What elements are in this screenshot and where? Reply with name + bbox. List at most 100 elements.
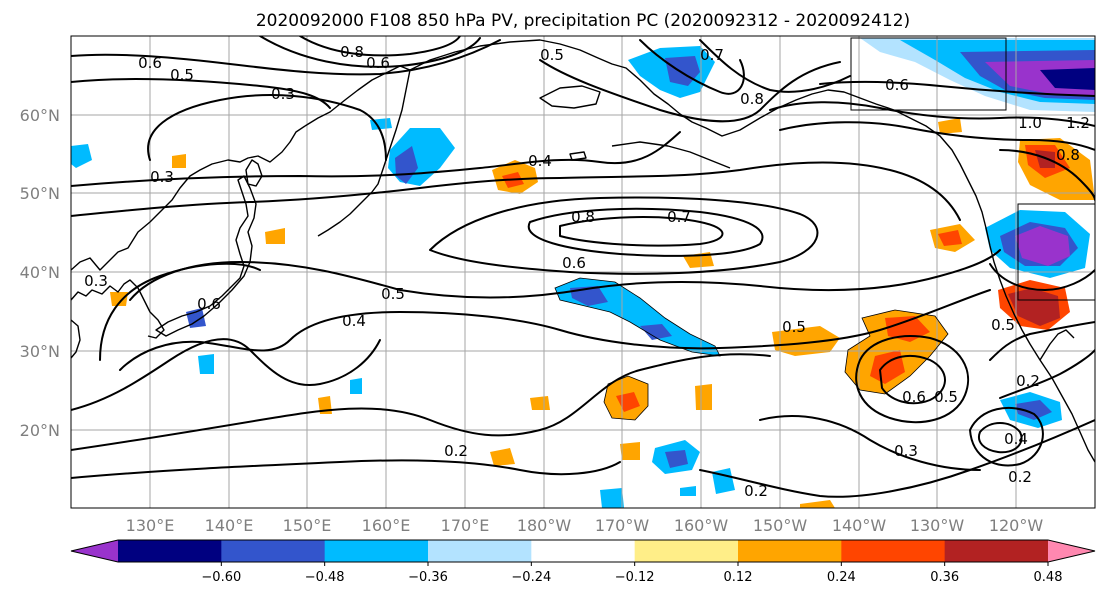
- thin-east: [844, 309, 949, 395]
- shade-orange-2: [772, 326, 840, 356]
- lon-label: 130°W: [910, 516, 965, 535]
- contour-m: [819, 80, 1095, 97]
- lon-label: 180°W: [517, 516, 572, 535]
- lon-label: 170°W: [595, 516, 650, 535]
- contour-i: [539, 59, 841, 123]
- contour-p: [527, 207, 764, 257]
- colorbar-tick-label: −0.48: [305, 570, 345, 585]
- contour-label: 0.5: [170, 66, 194, 84]
- lat-label: 40°N: [20, 263, 60, 282]
- colorbar-extend-high: [1048, 540, 1095, 562]
- contour-e: [147, 94, 387, 161]
- lat-label: 30°N: [20, 342, 60, 361]
- colorbar-tick-label: −0.60: [201, 570, 241, 585]
- contour-label: 0.2: [444, 442, 468, 460]
- contour-label: 0.7: [700, 46, 724, 64]
- contour-label: 1.2: [1066, 114, 1090, 132]
- colorbar-tick-label: 0.36: [930, 570, 959, 585]
- shade-west-edge-blue: [71, 144, 92, 168]
- colorbar-segment: [738, 540, 842, 562]
- aleutian-islands: [611, 141, 731, 169]
- contour-t: [99, 262, 261, 361]
- contour-label: 0.6: [562, 254, 586, 272]
- contour-label: 0.3: [271, 85, 295, 103]
- shade-ne-navy: [1040, 68, 1095, 90]
- lon-label: 150°E: [283, 516, 332, 535]
- contour-label: 1.0: [1018, 114, 1042, 132]
- domain-boxes: [850, 37, 1095, 301]
- shade-orange-8: [490, 448, 515, 466]
- map-frame: [70, 35, 1096, 509]
- asia-coast-korea: [71, 279, 165, 339]
- contour-label: 0.6: [138, 54, 162, 72]
- colorbar-segment: [531, 540, 636, 562]
- lon-label: 120°W: [989, 516, 1044, 535]
- contour-x: [71, 459, 621, 479]
- lon-label: 140°E: [205, 516, 254, 535]
- colorbar-tick-label: 0.24: [827, 570, 856, 585]
- colorbar-segment: [841, 540, 946, 562]
- contour-a: [71, 39, 501, 76]
- shade-coast-purple: [1015, 226, 1070, 266]
- contour-y: [699, 419, 1095, 498]
- contour-ag: [989, 263, 1095, 291]
- contour-labels: 0.6 0.5 0.3 0.8 0.6 0.5 0.7 0.8 0.6 1.0 …: [84, 43, 1090, 500]
- figure-title: 2020092000 F108 850 hPa PV, precipitatio…: [256, 11, 910, 31]
- shade-south-dark: [1015, 400, 1052, 420]
- contour-label: 0.6: [197, 295, 221, 313]
- contour-h: [559, 161, 961, 221]
- contour-label: 0.5: [934, 388, 958, 406]
- kuril-islands: [317, 191, 373, 237]
- lon-label: 140°W: [832, 516, 887, 535]
- contour-ae: [989, 321, 1095, 361]
- contour-w: [71, 353, 771, 451]
- kamchatka-coast: [304, 65, 411, 193]
- contour-label: 0.6: [902, 388, 926, 406]
- contour-b: [71, 78, 331, 109]
- contour-d: [299, 36, 461, 57]
- colorbar-segment: [428, 540, 532, 562]
- contour-label: 0.4: [342, 312, 366, 330]
- lon-label: 150°W: [753, 516, 808, 535]
- shade-orange-15: [800, 500, 835, 508]
- contour-label: 0.6: [366, 54, 390, 72]
- pv-contours: [71, 36, 1095, 498]
- lon-label: 130°E: [126, 516, 175, 535]
- contour-c: [259, 36, 481, 68]
- colorbar-extend-low: [71, 540, 118, 562]
- coastlines: [71, 39, 1095, 463]
- contour-label: 0.5: [540, 46, 564, 64]
- shade-blue-t2: [665, 450, 688, 468]
- lon-label: 170°E: [441, 516, 490, 535]
- lat-label: 20°N: [20, 421, 60, 440]
- contour-k: [699, 39, 851, 93]
- shade-coast-darkred-2: [1008, 288, 1060, 326]
- thin-central: [554, 277, 721, 357]
- contour-label: 0.4: [528, 152, 552, 170]
- contour-label: 0.3: [894, 442, 918, 460]
- longitude-labels: 130°E 140°E 150°E 160°E 170°E 180°W 170°…: [126, 516, 1044, 535]
- shade-red-5: [938, 230, 962, 246]
- contour-label: 0.8: [340, 43, 364, 61]
- colorbar-tick-label: 0.48: [1034, 570, 1063, 585]
- colorbar-tick-label: −0.24: [511, 570, 551, 585]
- shade-blue-t4: [600, 488, 624, 508]
- latitude-labels: 60°N 50°N 40°N 30°N 20°N: [20, 106, 60, 440]
- contour-label: 0.3: [84, 272, 108, 290]
- contour-label: 0.8: [571, 208, 595, 226]
- shade-orange-6: [530, 396, 550, 410]
- colorbar-segment: [944, 540, 1049, 562]
- contour-label: 0.2: [1008, 468, 1032, 486]
- contour-label: 0.5: [782, 318, 806, 336]
- contour-label: 0.5: [991, 316, 1015, 334]
- china-coast: [71, 319, 81, 359]
- thin-trop: [603, 375, 649, 421]
- colorbar-tick-label: −0.36: [408, 570, 448, 585]
- contour-label: 0.2: [744, 482, 768, 500]
- lon-label: 160°E: [362, 516, 411, 535]
- alaska-island: [539, 85, 601, 109]
- contour-o: [999, 149, 1095, 201]
- shade-orange-12: [265, 228, 285, 244]
